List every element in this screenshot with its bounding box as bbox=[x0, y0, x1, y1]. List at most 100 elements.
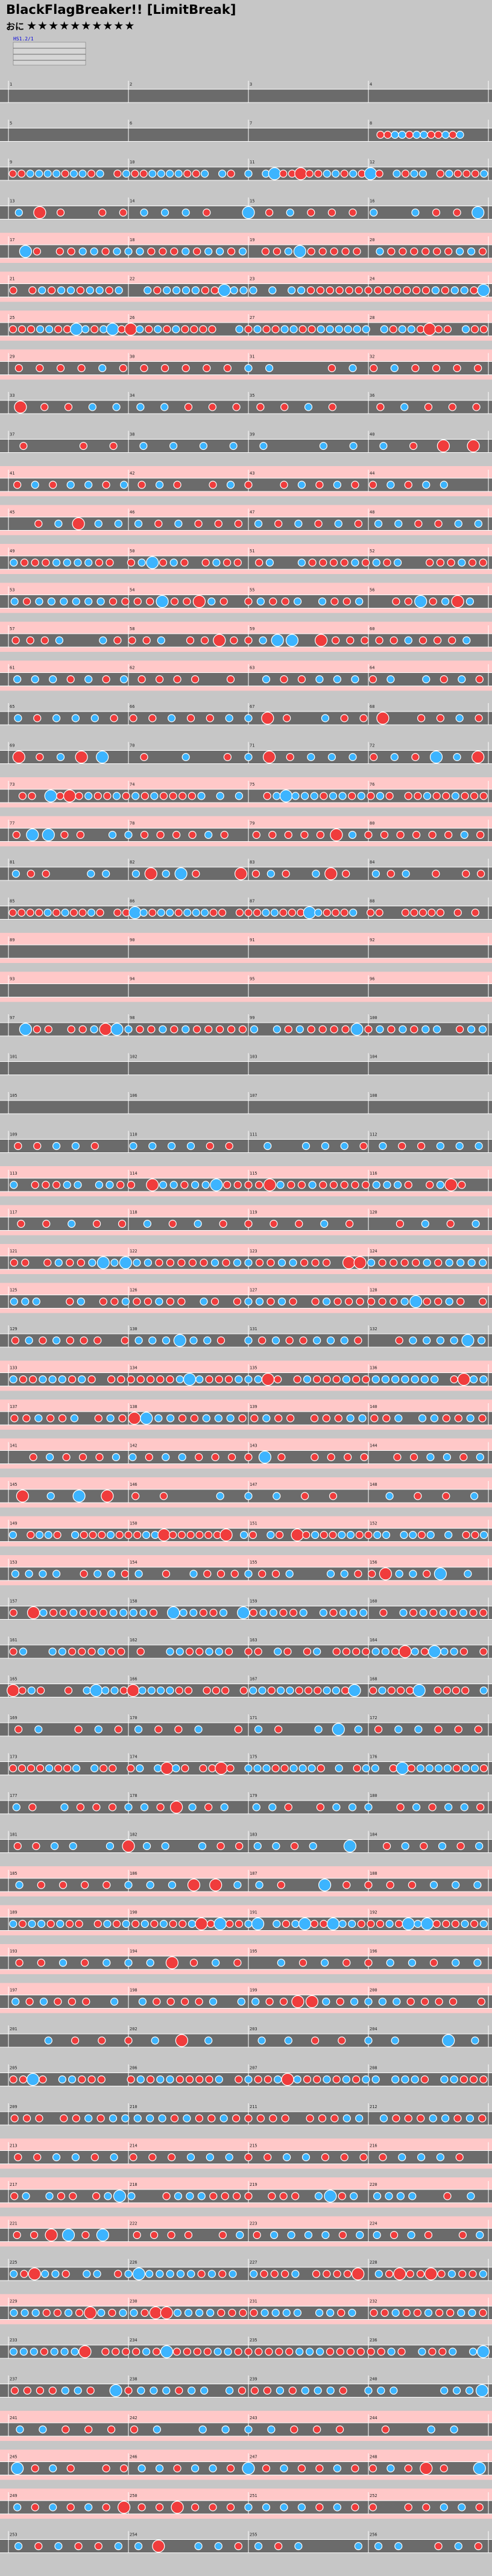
don-note bbox=[462, 1530, 470, 1539]
don-note bbox=[19, 441, 28, 450]
don-note bbox=[244, 325, 253, 333]
don-note bbox=[320, 792, 328, 800]
don-note bbox=[450, 1375, 458, 1384]
ka-note bbox=[134, 519, 143, 528]
ka-note bbox=[383, 1181, 391, 1189]
ka-note bbox=[134, 1725, 143, 1734]
don-note bbox=[93, 792, 102, 800]
ka-note bbox=[321, 1141, 330, 1151]
ka-note bbox=[407, 2230, 415, 2240]
don-note bbox=[127, 2075, 135, 2084]
ka-note bbox=[391, 2075, 400, 2084]
ka-note bbox=[89, 1684, 102, 1697]
ka-note bbox=[387, 2347, 396, 2356]
ka-note bbox=[425, 1764, 434, 1773]
ka-note bbox=[440, 2503, 448, 2511]
ka-note bbox=[206, 2308, 215, 2317]
measure-number: 119 bbox=[250, 1210, 257, 1215]
don-note bbox=[56, 792, 65, 800]
ka-note bbox=[19, 245, 33, 258]
don-note bbox=[406, 1686, 414, 1695]
don-note bbox=[109, 441, 118, 450]
don-note bbox=[248, 1530, 257, 1539]
don-note bbox=[58, 1414, 67, 1422]
don-note bbox=[204, 1803, 213, 1811]
ka-note bbox=[269, 1608, 278, 1617]
ka-note bbox=[108, 830, 117, 839]
don-note bbox=[351, 2503, 359, 2511]
measure-number: 168 bbox=[370, 1677, 377, 1682]
don-note bbox=[220, 830, 229, 839]
don-note bbox=[87, 1375, 96, 1384]
don-note bbox=[420, 1997, 429, 2006]
measure-number: 70 bbox=[130, 743, 134, 748]
ka-note bbox=[27, 1686, 36, 1695]
don-note bbox=[452, 1764, 461, 1773]
don-note bbox=[145, 1453, 153, 1462]
don-note bbox=[170, 1025, 178, 1034]
don-note bbox=[235, 908, 244, 917]
ka-note bbox=[335, 325, 343, 333]
ka-note bbox=[423, 1258, 431, 1267]
measure-number: 26 bbox=[130, 315, 134, 320]
don-note bbox=[113, 636, 122, 645]
don-note bbox=[340, 908, 348, 917]
don-note bbox=[336, 2347, 345, 2356]
don-note bbox=[282, 1919, 290, 1928]
ka-note bbox=[468, 2308, 476, 2317]
ka-note bbox=[191, 2464, 200, 2473]
don-note bbox=[95, 558, 103, 567]
measure-number: 253 bbox=[10, 2533, 17, 2537]
measure-number: 63 bbox=[250, 666, 254, 671]
don-note bbox=[18, 1686, 27, 1695]
ka-note bbox=[97, 2308, 106, 2317]
measure-number: 57 bbox=[10, 627, 14, 631]
don-note bbox=[156, 675, 164, 684]
measure-number: 246 bbox=[130, 2455, 137, 2460]
don-note bbox=[230, 1570, 239, 1578]
measure-number: 30 bbox=[130, 355, 134, 359]
ka-note bbox=[20, 2308, 29, 2317]
ka-note bbox=[139, 441, 148, 450]
don-note bbox=[195, 1997, 203, 2006]
don-note bbox=[390, 1258, 398, 1267]
don-note bbox=[195, 1453, 203, 1462]
ka-note bbox=[181, 286, 191, 295]
ka-note bbox=[314, 1725, 323, 1734]
ka-note bbox=[216, 792, 224, 800]
don-note bbox=[78, 908, 87, 917]
ka-note bbox=[102, 1959, 111, 1967]
ka-note bbox=[54, 1258, 63, 1267]
don-note bbox=[435, 1997, 443, 2006]
don-note bbox=[449, 130, 457, 139]
note-lane bbox=[0, 2267, 492, 2281]
don-note bbox=[470, 286, 478, 295]
measure-number: 245 bbox=[10, 2455, 17, 2460]
ka-note bbox=[301, 2386, 309, 2395]
don-note bbox=[427, 908, 436, 917]
measure-number: 55 bbox=[250, 588, 254, 593]
ka-note bbox=[254, 1725, 263, 1734]
ka-note bbox=[450, 1647, 458, 1656]
ka-note bbox=[174, 867, 188, 880]
measure-number: 255 bbox=[250, 2533, 257, 2537]
don-note bbox=[387, 247, 396, 256]
don-note bbox=[327, 364, 336, 373]
don-note bbox=[476, 870, 485, 878]
ka-note bbox=[146, 556, 159, 569]
ka-note bbox=[131, 870, 140, 878]
ka-note bbox=[262, 2503, 271, 2511]
note-lane bbox=[0, 945, 492, 958]
don-note bbox=[216, 1025, 224, 1034]
ka-note bbox=[212, 1959, 220, 1967]
don-note bbox=[383, 130, 392, 139]
don-note bbox=[178, 1414, 187, 1422]
don-note bbox=[159, 558, 168, 567]
don-note bbox=[235, 867, 248, 880]
don-note bbox=[374, 286, 382, 295]
measure-number: 175 bbox=[250, 1755, 257, 1760]
ka-note bbox=[142, 2347, 151, 2356]
don-note bbox=[33, 206, 46, 219]
don-note bbox=[166, 1297, 174, 1306]
ka-note bbox=[124, 1803, 133, 1811]
